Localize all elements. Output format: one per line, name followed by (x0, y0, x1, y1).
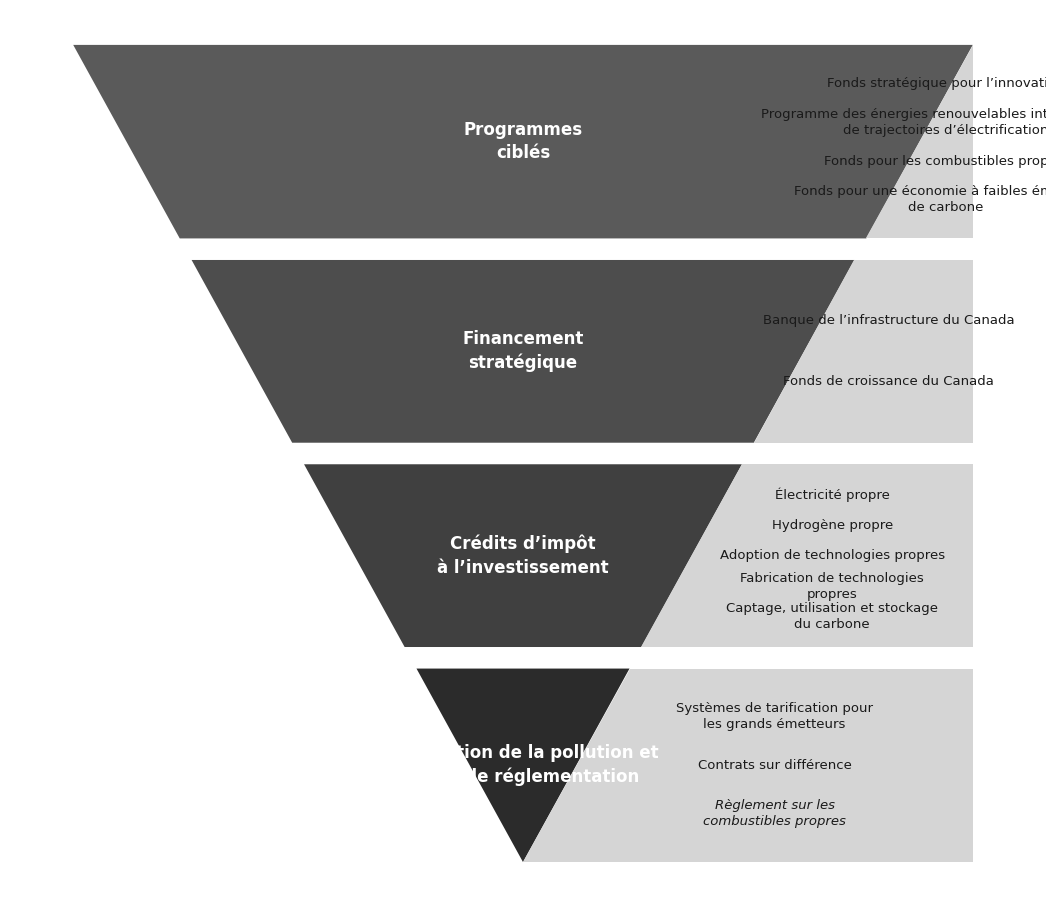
Polygon shape (73, 45, 973, 239)
Text: Adoption de technologies propres: Adoption de technologies propres (720, 550, 945, 562)
Text: Programme des énergies renouvelables intelligentes et
de trajectoires d’électrif: Programme des énergies renouvelables int… (761, 108, 1046, 136)
Text: Électricité propre: Électricité propre (775, 488, 890, 502)
Polygon shape (416, 668, 630, 862)
Text: Captage, utilisation et stockage
du carbone: Captage, utilisation et stockage du carb… (726, 602, 938, 631)
Text: Financement
stratégique: Financement stratégique (462, 330, 584, 373)
Text: Règlement sur les
combustibles propres: Règlement sur les combustibles propres (703, 799, 846, 828)
Text: Fonds de croissance du Canada: Fonds de croissance du Canada (783, 375, 994, 388)
Text: Fabrication de technologies
propres: Fabrication de technologies propres (741, 572, 924, 601)
Text: Programmes
ciblés: Programmes ciblés (463, 121, 583, 163)
Polygon shape (523, 668, 973, 862)
Polygon shape (641, 464, 973, 647)
Text: Banque de l’infrastructure du Canada: Banque de l’infrastructure du Canada (763, 314, 1015, 328)
Text: Systèmes de tarification pour
les grands émetteurs: Systèmes de tarification pour les grands… (676, 702, 873, 732)
Text: Fonds pour les combustibles propres: Fonds pour les combustibles propres (823, 154, 1046, 168)
Polygon shape (866, 45, 973, 239)
Text: Fonds pour une économie à faibles émissions
de carbone: Fonds pour une économie à faibles émissi… (794, 185, 1046, 215)
Text: Fonds stratégique pour l’innovation: Fonds stratégique pour l’innovation (827, 77, 1046, 90)
Text: Hydrogène propre: Hydrogène propre (772, 519, 893, 532)
Text: Crédits d’impôt
à l’investissement: Crédits d’impôt à l’investissement (437, 534, 609, 577)
Polygon shape (191, 260, 855, 443)
Text: Tarification de la pollution et
cadre de réglementation: Tarification de la pollution et cadre de… (388, 744, 658, 787)
Text: Contrats sur différence: Contrats sur différence (698, 759, 851, 771)
Polygon shape (304, 464, 742, 647)
Polygon shape (754, 260, 973, 443)
